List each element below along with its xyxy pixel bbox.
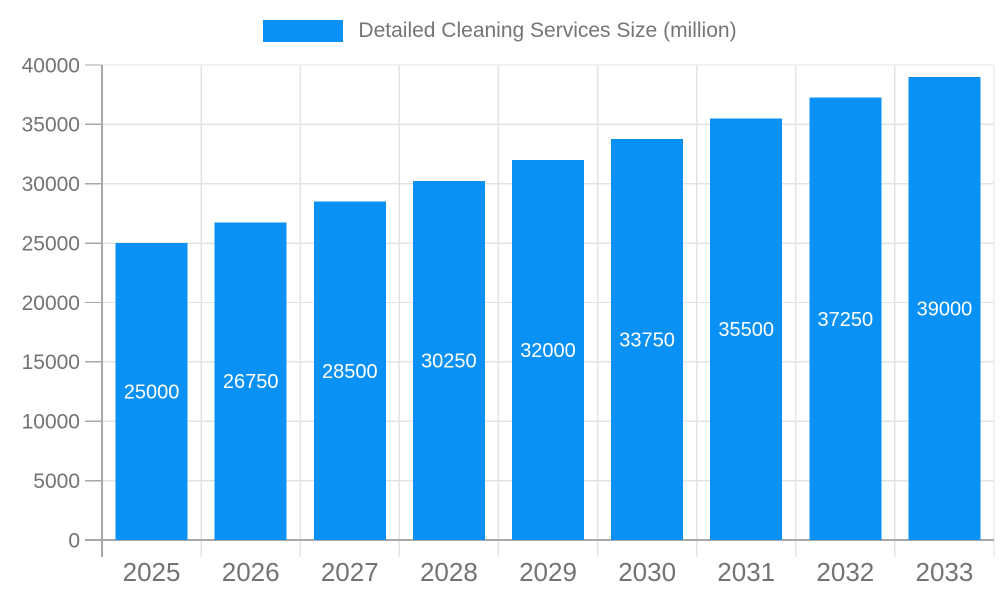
- bar-value-label-2032: 37250: [818, 309, 874, 331]
- legend-label[interactable]: Detailed Cleaning Services Size (million…: [358, 19, 737, 42]
- bar-value-label-2027: 28500: [322, 361, 378, 383]
- x-tick-label-2027: 2027: [321, 557, 379, 587]
- bar-2029[interactable]: [512, 160, 584, 540]
- legend[interactable]: Detailed Cleaning Services Size (million…: [0, 19, 1000, 42]
- y-tick-label-15000: 15000: [22, 351, 80, 374]
- bar-2033[interactable]: [908, 76, 981, 540]
- bar-value-label-2029: 32000: [520, 340, 576, 362]
- bar-2025[interactable]: [115, 243, 188, 540]
- bar-2028[interactable]: [412, 180, 485, 540]
- y-tick-label-25000: 25000: [22, 232, 80, 255]
- y-tick-label-10000: 10000: [22, 411, 80, 434]
- bar-2030[interactable]: [611, 139, 684, 540]
- bar-value-label-2026: 26750: [223, 371, 279, 393]
- x-tick-label-2030: 2030: [618, 557, 676, 587]
- y-tick-label-40000: 40000: [22, 54, 80, 77]
- bar-value-label-2031: 35500: [718, 319, 774, 341]
- bar-value-label-2025: 25000: [124, 382, 180, 404]
- legend-swatch[interactable]: [263, 19, 344, 42]
- bar-2027[interactable]: [313, 201, 386, 540]
- y-tick-label-5000: 5000: [33, 470, 80, 493]
- bar-2026[interactable]: [214, 222, 287, 540]
- bar-2031[interactable]: [710, 118, 783, 540]
- x-tick-label-2028: 2028: [420, 557, 478, 587]
- x-tick-label-2025: 2025: [123, 557, 181, 587]
- bar-2032[interactable]: [809, 97, 882, 540]
- x-tick-label-2033: 2033: [916, 557, 974, 587]
- x-tick-label-2026: 2026: [222, 557, 280, 587]
- x-tick-label-2032: 2032: [816, 557, 874, 587]
- y-tick-label-30000: 30000: [22, 173, 80, 196]
- y-tick-label-20000: 20000: [22, 292, 80, 315]
- y-tick-label-35000: 35000: [22, 114, 80, 137]
- bar-value-label-2028: 30250: [421, 350, 477, 372]
- x-tick-label-2031: 2031: [717, 557, 775, 587]
- y-tick-label-0: 0: [68, 529, 80, 552]
- bar-value-label-2033: 39000: [917, 298, 973, 320]
- x-tick-label-2029: 2029: [519, 557, 577, 587]
- bar-value-label-2030: 33750: [619, 330, 675, 352]
